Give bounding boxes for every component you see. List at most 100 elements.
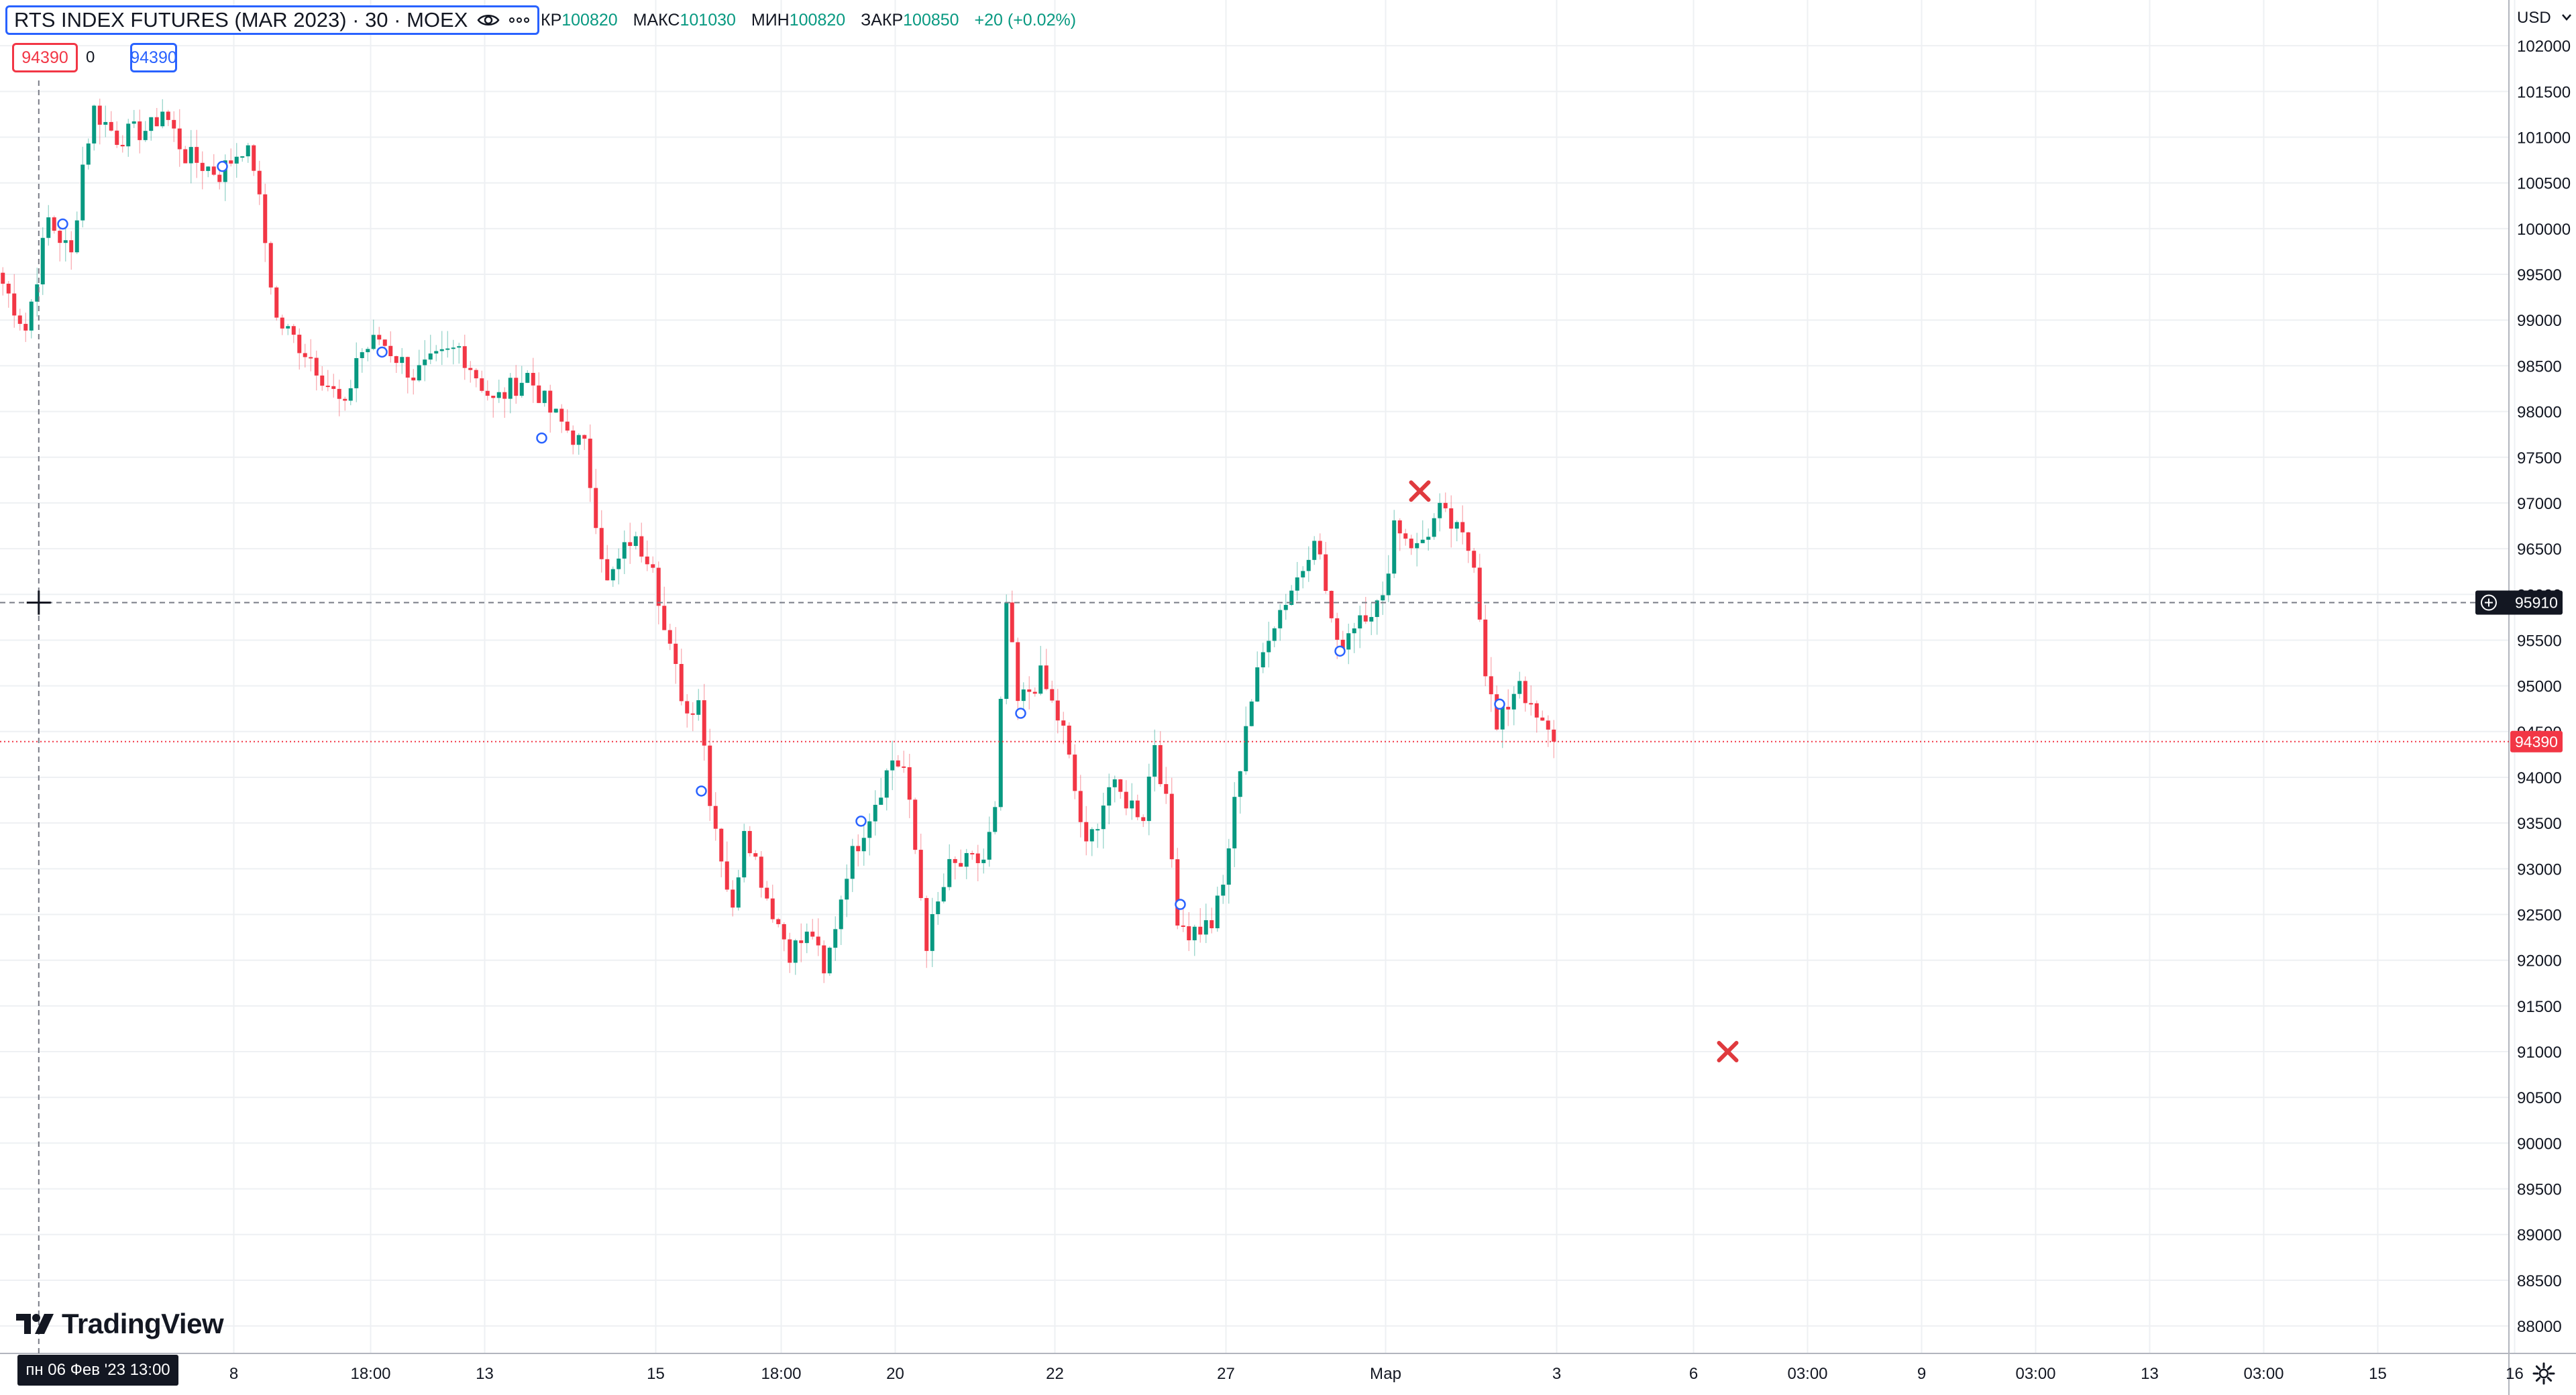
candle-body [537,385,541,403]
sell-button[interactable]: 94390 [12,43,78,72]
chevron-down-icon[interactable] [2562,14,2571,21]
candle-body [565,421,570,431]
time-tick-label: 16 [2506,1365,2524,1383]
candle-body [981,859,986,863]
price-tick-label: 92500 [2517,907,2562,925]
candle-body [149,117,154,131]
candle-body [1438,502,1442,518]
signal-circle-marker [1015,708,1026,719]
candle-body [257,170,262,194]
candle-body [1534,703,1539,718]
candle-body [160,111,165,127]
candle-body [1506,706,1511,710]
candle-body [525,372,530,383]
currency-label[interactable]: USD [2517,9,2551,27]
candle-body [1215,895,1220,929]
candle-body [366,349,370,353]
candle-body [690,713,695,715]
eye-icon[interactable] [477,12,500,28]
symbol-legend[interactable]: RTS INDEX FUTURES (MAR 2023) · 30 · MOEX [5,5,539,35]
candle-body [633,536,638,547]
candle-body [1101,805,1106,830]
price-tick-label: 101000 [2517,129,2571,148]
candle-body [211,166,216,175]
candle-body [941,887,946,902]
price-tick-label: 89000 [2517,1227,2562,1245]
candle-body [166,111,170,120]
candle-body [1420,539,1425,543]
candle-body [1517,681,1522,694]
tradingview-logo[interactable]: TradingView [16,1308,224,1340]
candle-body [252,145,256,171]
cross-marker [1409,480,1431,502]
price-tick-label: 95500 [2517,632,2562,650]
plus-circle-icon[interactable] [2485,598,2493,607]
candle-body [263,194,268,243]
ohlc-values: КР100820 МАКС101030 МИН100820 ЗАКР100850… [541,11,1087,30]
candle-body [58,231,62,243]
candle-body [742,831,747,878]
candle-body [1477,567,1482,620]
last-price-badge [2510,730,2563,752]
buy-button[interactable]: 94390 [130,43,177,72]
plus-circle-icon[interactable] [2481,594,2497,611]
time-tick-label: 03:00 [2015,1365,2055,1383]
candle-body [291,326,296,335]
time-tick-label: 8 [229,1365,238,1383]
candle-body [1152,745,1157,777]
candle-body [1267,640,1271,653]
candle-body [1392,520,1397,574]
gear-icon[interactable] [2532,1361,2556,1386]
high-value: 101030 [680,11,736,30]
candle-body [1443,502,1448,508]
candle-body [1397,520,1402,534]
candle-body [747,831,752,854]
more-icon[interactable] [509,17,529,23]
candle-body [86,143,91,165]
time-tick-label: 13 [2141,1365,2159,1383]
candle-body [360,352,364,358]
candle-body [610,569,615,581]
candle-body [189,147,193,164]
candle-body [337,388,341,399]
low-value: 100820 [789,11,846,30]
candle-body [451,347,455,349]
candle-body [1523,681,1527,704]
price-tick-label: 88500 [2517,1272,2562,1290]
candle-body [759,856,763,888]
candle-body [1363,615,1368,622]
candle-body [1050,689,1055,701]
candle-body [63,240,68,243]
candle-body [195,147,199,163]
candle-body [1067,725,1071,755]
candle-body [1301,571,1305,577]
crosshair-price-label: 95910 [2515,594,2558,612]
candle-body [1403,533,1408,539]
candle-body [1386,573,1391,596]
candle-body [645,556,649,565]
candle-body [52,217,56,231]
price-tick-label: 98500 [2517,357,2562,376]
candle-body [234,156,239,164]
candle-body [1346,633,1351,650]
candle-body [724,861,729,890]
candle-body [542,390,547,403]
crosshair-price-badge [2475,590,2563,615]
time-tick-label: 20 [886,1365,904,1383]
candle-body [1221,885,1226,896]
candle-body [696,700,701,715]
candle-body [776,919,781,924]
candle-body [816,936,820,946]
candle-body [325,386,330,388]
candle-body [371,335,376,349]
candle-body [69,240,74,253]
candle-body [1529,703,1534,705]
candle-body [172,119,176,129]
time-tick-label: 18:00 [761,1365,801,1383]
price-tick-label: 95000 [2517,678,2562,696]
candle-body [348,388,353,401]
tradingview-logo-icon [16,1314,54,1334]
candle-body [804,932,809,944]
candle-body [1352,628,1356,634]
